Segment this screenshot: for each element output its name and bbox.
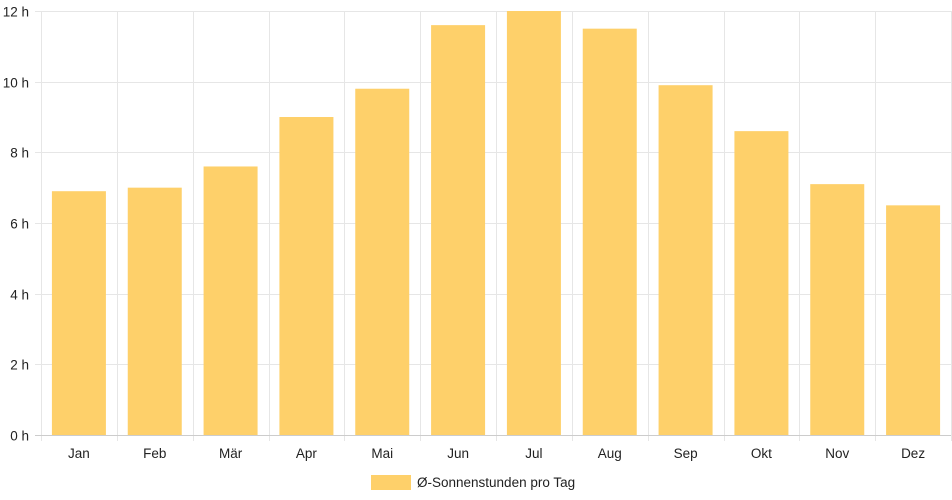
y-tick-label: 0 h: [10, 429, 29, 444]
legend-label[interactable]: Ø-Sonnenstunden pro Tag: [417, 475, 575, 490]
x-tick-label: Aug: [598, 446, 622, 461]
bar-mai[interactable]: [355, 88, 410, 435]
bar-jun[interactable]: [431, 25, 486, 436]
y-tick-label: 12 h: [3, 5, 29, 20]
bar-mär[interactable]: [203, 166, 258, 435]
legend-swatch[interactable]: [371, 475, 411, 490]
x-tick-label: Mär: [219, 446, 243, 461]
bar-jul[interactable]: [506, 11, 561, 435]
y-tick-label: 10 h: [3, 76, 29, 91]
x-tick-label: Mai: [371, 446, 393, 461]
bar-sep[interactable]: [658, 85, 713, 435]
x-tick-label: Jul: [525, 446, 542, 461]
bar-feb[interactable]: [127, 187, 182, 435]
bar-apr[interactable]: [279, 117, 334, 435]
x-tick-label: Dez: [901, 446, 925, 461]
x-tick-label: Jun: [447, 446, 469, 461]
x-tick-label: Apr: [296, 446, 318, 461]
legend[interactable]: Ø-Sonnenstunden pro Tag: [371, 475, 575, 490]
bar-aug[interactable]: [582, 28, 637, 436]
y-tick-label: 8 h: [10, 146, 29, 161]
y-tick-label: 4 h: [10, 288, 29, 303]
x-tick-label: Feb: [143, 446, 166, 461]
x-tick-label: Sep: [674, 446, 698, 461]
grid-lines: [35, 11, 952, 441]
y-tick-label: 6 h: [10, 217, 29, 232]
bar-jan[interactable]: [51, 191, 106, 435]
x-tick-label: Jan: [68, 446, 90, 461]
x-tick-label: Nov: [825, 446, 849, 461]
bar-nov[interactable]: [810, 184, 865, 435]
x-tick-label: Okt: [751, 446, 772, 461]
bar-okt[interactable]: [734, 131, 789, 435]
y-tick-label: 2 h: [10, 358, 29, 373]
bars: [51, 11, 941, 436]
bar-dez[interactable]: [886, 205, 941, 435]
axes: 0 h 2 h 4 h 6 h 8 h 10 h 12 h Jan Feb Mär Apr Mai Ju…: [3, 5, 951, 461]
